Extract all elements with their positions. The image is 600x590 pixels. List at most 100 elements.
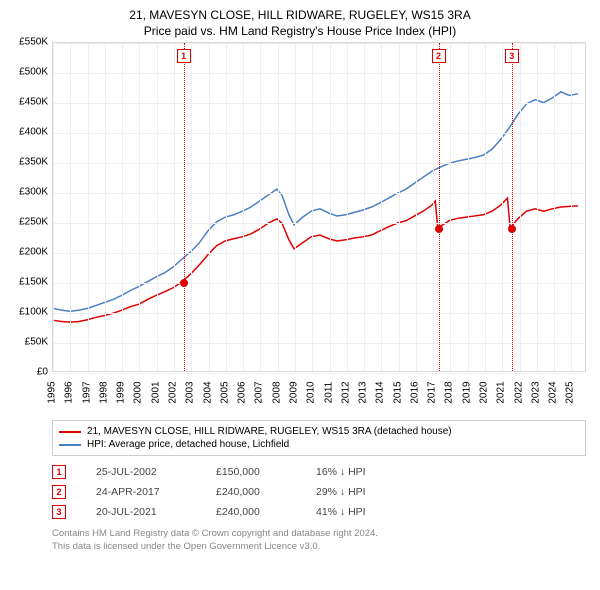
x-tick-label: 2013 — [358, 381, 369, 403]
x-tick-label: 2015 — [392, 381, 403, 403]
hgrid — [53, 373, 585, 374]
line-svg — [53, 43, 585, 371]
y-tick-label: £150K — [10, 277, 48, 288]
x-tick-label: 1999 — [116, 381, 127, 403]
sale-marker-box: 3 — [505, 49, 519, 63]
x-tick-label: 2020 — [479, 381, 490, 403]
series-property — [53, 198, 578, 322]
x-tick-label: 2021 — [496, 381, 507, 403]
y-tick-label: £450K — [10, 97, 48, 108]
vgrid — [399, 43, 400, 371]
x-tick-label: 2005 — [219, 381, 230, 403]
x-tick-label: 2011 — [323, 382, 334, 404]
vgrid — [88, 43, 89, 371]
legend-box: 21, MAVESYN CLOSE, HILL RIDWARE, RUGELEY… — [52, 420, 586, 456]
plot-region: 1 2 3 — [52, 42, 586, 372]
sales-pct: 41% ↓ HPI — [316, 506, 366, 518]
legend-swatch — [59, 444, 81, 446]
legend-row: HPI: Average price, detached house, Lich… — [59, 438, 579, 451]
x-tick-label: 2017 — [427, 381, 438, 403]
hgrid — [53, 163, 585, 164]
vgrid — [70, 43, 71, 371]
vgrid — [53, 43, 54, 371]
sale-marker-line — [512, 43, 513, 371]
sales-date: 24-APR-2017 — [96, 486, 186, 498]
vgrid — [209, 43, 210, 371]
title-address: 21, MAVESYN CLOSE, HILL RIDWARE, RUGELEY… — [10, 8, 590, 22]
sale-marker-box: 1 — [177, 49, 191, 63]
vgrid — [347, 43, 348, 371]
y-tick-label: £500K — [10, 67, 48, 78]
vgrid — [502, 43, 503, 371]
sales-marker-box: 2 — [52, 485, 66, 499]
sale-marker-dot — [180, 279, 188, 287]
x-tick-label: 2007 — [254, 381, 265, 403]
footnote-line1: Contains HM Land Registry data © Crown c… — [52, 528, 586, 541]
x-tick-label: 2000 — [133, 381, 144, 403]
sales-date: 25-JUL-2002 — [96, 466, 186, 478]
vgrid — [122, 43, 123, 371]
hgrid — [53, 223, 585, 224]
vgrid — [433, 43, 434, 371]
hgrid — [53, 253, 585, 254]
vgrid — [330, 43, 331, 371]
sales-price: £150,000 — [216, 466, 286, 478]
x-tick-label: 2014 — [375, 381, 386, 403]
hgrid — [53, 283, 585, 284]
x-tick-label: 2002 — [167, 381, 178, 403]
y-tick-label: £200K — [10, 247, 48, 258]
title-block: 21, MAVESYN CLOSE, HILL RIDWARE, RUGELEY… — [10, 8, 590, 38]
hgrid — [53, 133, 585, 134]
sale-marker-line — [184, 43, 185, 371]
vgrid — [105, 43, 106, 371]
legend-label: 21, MAVESYN CLOSE, HILL RIDWARE, RUGELEY… — [87, 426, 452, 437]
vgrid — [520, 43, 521, 371]
vgrid — [485, 43, 486, 371]
legend-row: 21, MAVESYN CLOSE, HILL RIDWARE, RUGELEY… — [59, 425, 579, 438]
hgrid — [53, 343, 585, 344]
vgrid — [191, 43, 192, 371]
sales-price: £240,000 — [216, 486, 286, 498]
chart-area: 123 £0£50K£100K£150K£200K£250K£300K£350K… — [10, 42, 590, 412]
vgrid — [364, 43, 365, 371]
footnote-line2: This data is licensed under the Open Gov… — [52, 541, 586, 554]
y-tick-label: £350K — [10, 157, 48, 168]
sales-row: 320-JUL-2021£240,00041% ↓ HPI — [52, 502, 586, 522]
sales-row: 2 24-APR-2017 £240,000 29% ↓ HPI — [52, 482, 586, 502]
vgrid — [174, 43, 175, 371]
y-tick-label: £550K — [10, 37, 48, 48]
title-subtitle: Price paid vs. HM Land Registry's House … — [10, 24, 590, 38]
y-tick-label: £100K — [10, 307, 48, 318]
chart-container: 21, MAVESYN CLOSE, HILL RIDWARE, RUGELEY… — [0, 0, 600, 590]
vgrid — [416, 43, 417, 371]
legend-label: HPI: Average price, detached house, Lich… — [87, 439, 289, 450]
sales-pct: 16% ↓ HPI — [316, 466, 366, 478]
hgrid — [53, 193, 585, 194]
x-tick-label: 2018 — [444, 381, 455, 403]
sales-pct: 29% ↓ HPI — [316, 486, 366, 498]
sale-marker-box: 2 — [432, 49, 446, 63]
vgrid — [312, 43, 313, 371]
sales-marker-box: 3 — [52, 505, 66, 519]
x-tick-label: 2006 — [237, 381, 248, 403]
sale-marker-dot — [508, 225, 516, 233]
sales-date: 20-JUL-2021 — [96, 506, 186, 518]
x-tick-label: 2004 — [202, 381, 213, 403]
y-tick-label: £400K — [10, 127, 48, 138]
vgrid — [468, 43, 469, 371]
x-tick-label: 1997 — [81, 381, 92, 403]
vgrid — [450, 43, 451, 371]
series-hpi — [53, 92, 578, 311]
vgrid — [554, 43, 555, 371]
hgrid — [53, 43, 585, 44]
vgrid — [295, 43, 296, 371]
sales-table: 125-JUL-2002£150,00016% ↓ HPI224-APR-201… — [52, 462, 586, 522]
sales-row: 125-JUL-2002£150,00016% ↓ HPI — [52, 462, 586, 482]
x-tick-label: 2025 — [565, 381, 576, 403]
x-tick-label: 2009 — [288, 381, 299, 403]
vgrid — [571, 43, 572, 371]
y-tick-label: £50K — [10, 337, 48, 348]
x-tick-label: 2019 — [461, 381, 472, 403]
sale-marker-line — [439, 43, 440, 371]
x-tick-label: 2008 — [271, 381, 282, 403]
